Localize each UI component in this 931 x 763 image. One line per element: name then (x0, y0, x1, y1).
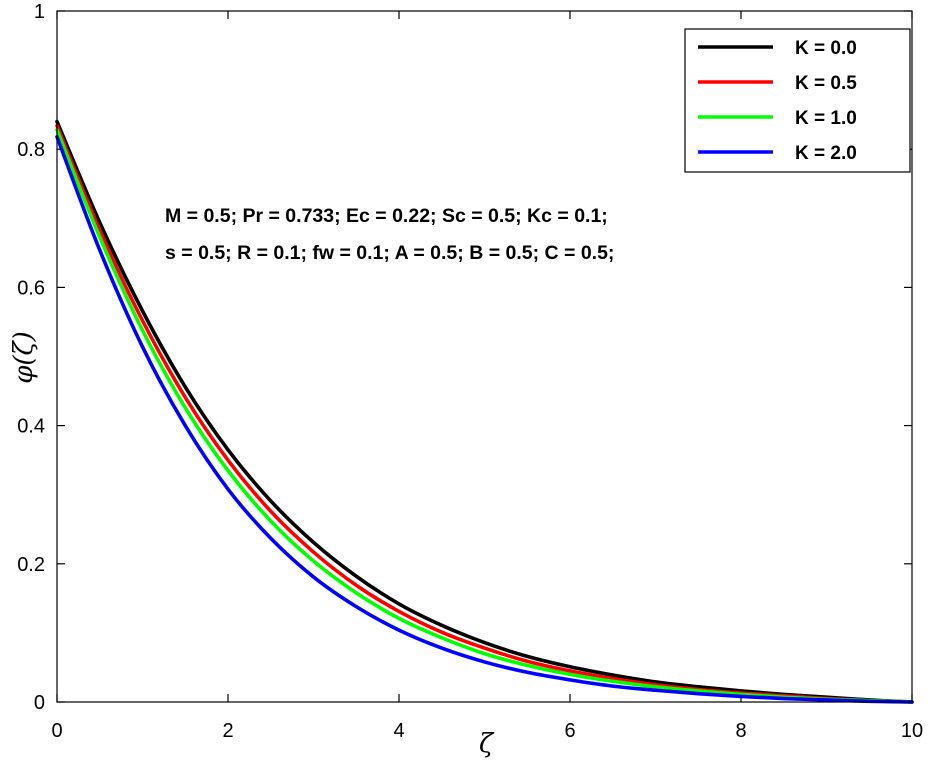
y-tick-label: 1 (34, 1, 45, 23)
series-line-3 (55, 134, 914, 704)
legend: K = 0.0 K = 0.5 K = 1.0 K = 2.0 (684, 28, 911, 173)
annotation-line-2: s = 0.5; R = 0.1; fw = 0.1; A = 0.5; B =… (165, 242, 614, 264)
x-tick-label: 10 (901, 720, 923, 742)
y-tick-label: 0.2 (17, 554, 45, 576)
y-axis-label: φ(ζ) (9, 331, 39, 384)
legend-entry-label: K = 1.0 (795, 108, 857, 129)
y-tick-label: 0.8 (17, 139, 45, 161)
y-tick-label: 0.4 (17, 416, 45, 438)
y-tick-label: 0 (34, 692, 45, 714)
plot-frame (56, 10, 913, 703)
x-tick-label: 8 (735, 720, 746, 742)
tick-labels: 0 2 4 6 8 10 0 0.2 0.4 0.6 0.8 1 (17, 1, 923, 742)
legend-entry-label: K = 0.0 (795, 38, 857, 59)
x-tick-label: 2 (222, 720, 233, 742)
legend-entry-label: K = 0.5 (795, 73, 857, 94)
y-tick-label: 0.6 (17, 277, 45, 299)
x-axis-label: ζ (479, 729, 495, 759)
series-lines (55, 119, 914, 704)
x-tick-label: 6 (564, 720, 575, 742)
x-tick-label: 0 (51, 720, 62, 742)
legend-box (684, 28, 911, 173)
annotation-line-1: M = 0.5; Pr = 0.733; Ec = 0.22; Sc = 0.5… (165, 205, 608, 227)
legend-entry-label: K = 2.0 (795, 143, 857, 164)
x-tick-label: 4 (393, 720, 404, 742)
